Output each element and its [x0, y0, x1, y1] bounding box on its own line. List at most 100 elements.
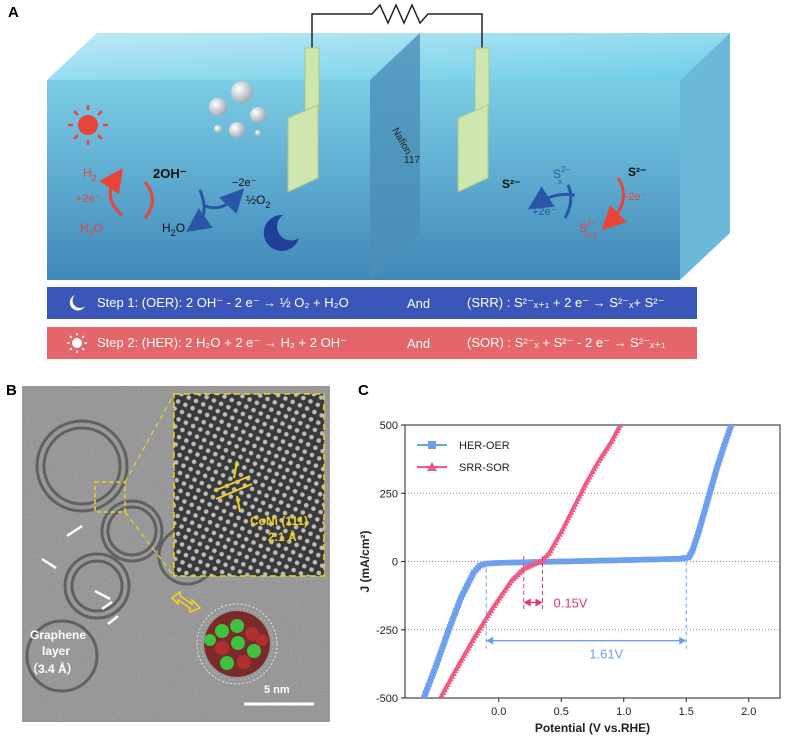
data-point — [665, 556, 671, 562]
x-axis-label: Potential (V vs.RHE) — [535, 721, 650, 735]
y-tick-label: 500 — [380, 420, 398, 432]
left-electrode — [287, 47, 320, 193]
data-point — [656, 556, 663, 563]
data-point — [576, 558, 582, 564]
polysulfide-x1: S2− x+1 — [579, 219, 598, 240]
her-electrons: +2e⁻ — [76, 193, 101, 205]
data-point — [671, 556, 677, 562]
panel-label-a: A — [8, 4, 19, 21]
tank-top-face — [47, 33, 730, 80]
data-point — [510, 559, 517, 566]
tank-front-face — [47, 80, 680, 280]
data-point — [623, 557, 630, 563]
data-point — [477, 562, 483, 569]
data-point — [588, 558, 594, 564]
data-point — [582, 558, 588, 564]
data-point — [659, 556, 666, 563]
data-point — [564, 558, 571, 565]
arrow-head-right — [535, 598, 543, 607]
data-point — [674, 556, 680, 562]
legend-marker — [428, 441, 436, 449]
data-point — [585, 558, 591, 564]
oxygen-bubbles — [209, 81, 266, 138]
oer-arrow-right — [204, 188, 245, 214]
sor-arrow-down — [601, 177, 627, 231]
x-tick-label: 2.0 — [741, 706, 756, 718]
data-point — [612, 557, 618, 564]
sulfide-right: S²⁻ — [628, 165, 646, 179]
data-point — [591, 557, 597, 564]
data-point — [522, 559, 529, 566]
polysulfide-x: S2− x — [553, 165, 570, 186]
data-point — [653, 556, 660, 563]
graphene-label-2: layer — [42, 644, 71, 658]
y-tick-label: -500 — [376, 693, 398, 705]
data-point — [668, 556, 674, 562]
y-axis-label: J (mA/cm²) — [358, 530, 372, 592]
data-point — [558, 558, 565, 565]
zoom-region — [94, 481, 126, 513]
data-point — [489, 560, 496, 567]
data-point — [680, 555, 686, 562]
legend-label: SRR-SOR — [459, 462, 510, 474]
oer-arrow-left — [186, 189, 213, 232]
y-tick-label: 0 — [392, 557, 398, 569]
nanoparticle-model — [196, 603, 278, 685]
lattice-spacing: 2.1 Å — [268, 530, 297, 544]
panel-label-c: C — [358, 382, 369, 399]
data-point — [579, 558, 585, 564]
step-2-text: Step 2: (HER): 2 H₂O + 2 e⁻ → H₂ + 2 OH⁻ — [97, 335, 347, 350]
x-tick-label: 1.0 — [616, 706, 631, 718]
data-point — [495, 560, 502, 566]
data-point — [632, 557, 639, 563]
x-tick-label: 0.0 — [491, 706, 506, 718]
wire — [311, 3, 483, 50]
h2o-reactant: H2O — [80, 221, 103, 238]
moon-icon — [69, 295, 85, 311]
data-point — [513, 559, 520, 566]
x-tick-label: 0.5 — [554, 706, 569, 718]
data-point — [567, 558, 573, 565]
data-point — [597, 557, 603, 564]
nafion-membrane — [370, 33, 420, 280]
data-point — [641, 556, 648, 563]
step-2-and: And — [407, 335, 431, 351]
data-point — [683, 555, 689, 561]
right-electrode — [457, 47, 490, 193]
data-point — [615, 425, 622, 431]
step-2-sor: (SOR) : S²⁻ₓ + S²⁻ - 2 e⁻ → S²⁻ₓ₊₁ — [467, 335, 666, 350]
data-point — [480, 561, 486, 568]
h2-product: H2 — [83, 166, 97, 183]
data-point — [543, 559, 550, 565]
data-point — [662, 556, 668, 562]
oer-electrons: −2e⁻ — [232, 177, 257, 189]
data-point — [507, 559, 514, 566]
data-point — [635, 556, 642, 563]
data-point — [552, 558, 559, 565]
data-point — [486, 560, 493, 567]
data-point — [492, 560, 499, 566]
data-point — [519, 559, 526, 566]
lattice-markers — [213, 460, 253, 513]
sun-icon — [68, 105, 108, 145]
data-point — [728, 425, 735, 428]
data-point — [626, 557, 633, 563]
data-point — [638, 556, 645, 563]
arrow-head-right — [679, 636, 687, 645]
membrane-number: 117 — [404, 155, 420, 166]
series-srr-sor — [438, 425, 624, 698]
scale-bar-label: 5 nm — [264, 684, 290, 696]
step-1-and: And — [407, 295, 431, 311]
graphene-spacing: （3.4 Å） — [26, 662, 79, 676]
data-point — [629, 557, 636, 563]
step-2-banner: Step 2: (HER): 2 H₂O + 2 e⁻ → H₂ + 2 OH⁻… — [47, 327, 697, 359]
srr-electrons: +2e⁻ — [532, 206, 557, 218]
her-arrow-up — [99, 168, 124, 217]
annotation-label: 0.15V — [554, 595, 588, 610]
step-1-srr: (SRR) : S²⁻ₓ₊₁ + 2 e⁻ → S²⁻ₓ+ S²⁻ — [467, 295, 665, 310]
legend-label: HER-OER — [459, 440, 510, 452]
data-point — [617, 557, 624, 563]
annotation-label: 1.61V — [589, 647, 623, 662]
data-point — [504, 559, 511, 566]
data-point — [644, 556, 651, 563]
